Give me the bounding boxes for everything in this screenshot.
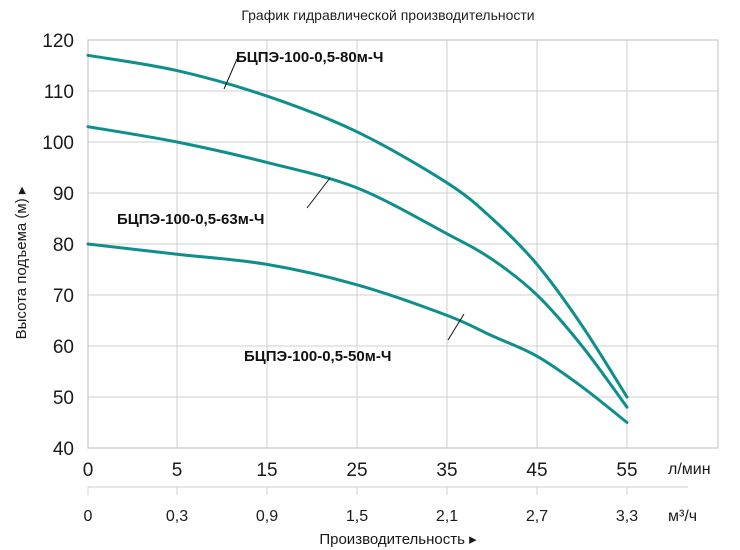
series-line-2 bbox=[86, 242, 629, 424]
x-tick-label-m3h: 1,5 bbox=[346, 508, 368, 525]
x-axis-label: Производительность ▸ bbox=[319, 531, 477, 548]
series-line-0 bbox=[86, 53, 629, 399]
x-tick-label-m3h: 0 bbox=[84, 508, 93, 525]
x-tick-label-lpm: 45 bbox=[526, 460, 547, 481]
y-axis-label: Высота подъема (м) ▸ bbox=[13, 186, 30, 339]
x-tick-label-lpm: 25 bbox=[346, 460, 367, 481]
x-tick-label-m3h: 2,1 bbox=[436, 508, 458, 525]
x-tick-label-lpm: 55 bbox=[616, 460, 637, 481]
series-curves bbox=[86, 53, 629, 424]
y-tick-label: 40 bbox=[53, 439, 74, 460]
chart-title: График гидравлической производительности bbox=[241, 7, 534, 23]
x-tick-label-m3h: 2,7 bbox=[526, 508, 548, 525]
leader-line-63m bbox=[306, 177, 331, 209]
x-tick-label-m3h: 0,3 bbox=[166, 508, 188, 525]
y-tick-label: 80 bbox=[53, 235, 74, 256]
grid bbox=[87, 39, 718, 449]
y-tick-label: 70 bbox=[53, 286, 74, 307]
y-axis-ticks: 40 50 60 70 80 90 100 110 120 bbox=[42, 31, 74, 460]
x-tick-label-m3h: 3,3 bbox=[616, 508, 638, 525]
curve-label-80m: БЦПЭ-100-0,5-80м-Ч bbox=[236, 49, 383, 66]
x-tick-label-m3h: 0,9 bbox=[256, 508, 278, 525]
x-tick-label-lpm: 5 bbox=[172, 460, 183, 481]
x-tick-label-lpm: 35 bbox=[436, 460, 457, 481]
x-axis-ticks-primary: 0 5 15 25 35 45 55 bbox=[83, 460, 638, 481]
y-tick-label: 60 bbox=[53, 337, 74, 358]
curve-label-63m: БЦПЭ-100-0,5-63м-Ч bbox=[117, 211, 264, 228]
leader-line-50m bbox=[447, 313, 465, 341]
series-line-1 bbox=[86, 125, 629, 409]
y-tick-label: 100 bbox=[42, 133, 74, 154]
leader-line-80m bbox=[223, 58, 238, 90]
y-tick-label: 110 bbox=[44, 82, 74, 103]
curve-label-50m: БЦПЭ-100-0,5-50м-Ч bbox=[244, 348, 391, 365]
x-tick-label-lpm: 0 bbox=[83, 460, 94, 481]
x-unit-primary: л/мин bbox=[668, 461, 711, 478]
y-tick-label: 120 bbox=[42, 31, 74, 52]
x-unit-secondary: м³/ч bbox=[668, 508, 697, 525]
y-tick-label: 50 bbox=[53, 388, 74, 409]
x-tick-label-lpm: 15 bbox=[256, 460, 277, 481]
y-tick-label: 90 bbox=[53, 184, 74, 205]
x-axis-ticks-secondary: 0 0,3 0,9 1,5 2,1 2,7 3,3 bbox=[84, 486, 688, 525]
